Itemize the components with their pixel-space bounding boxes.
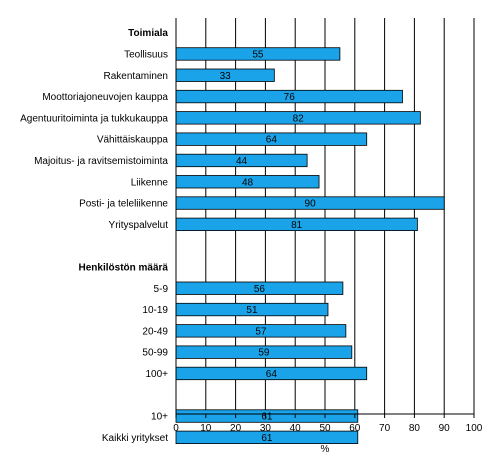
category-label: Vähittäiskauppa (97, 135, 169, 146)
category-label: Majoitus- ja ravitsemistoiminta (34, 156, 168, 167)
x-tick-label: 30 (260, 423, 272, 434)
category-label: Agentuuritoiminta ja tukkukauppa (20, 113, 168, 124)
x-tick-label: 50 (319, 423, 331, 434)
data-label: 51 (246, 305, 258, 316)
data-label: 48 (242, 177, 254, 188)
data-label: 61 (261, 433, 273, 444)
x-tick-label: 70 (379, 423, 391, 434)
x-tick-label: 100 (466, 423, 483, 434)
category-label: Moottoriajoneuvojen kauppa (42, 92, 168, 103)
category-label: 50-99 (142, 348, 168, 359)
category-label: 20-49 (142, 326, 168, 337)
category-label: 10+ (151, 412, 168, 423)
category-label: 5-9 (154, 284, 169, 295)
x-tick-label: 80 (409, 423, 421, 434)
category-label: Teollisuus (124, 49, 168, 60)
data-label: 59 (258, 348, 270, 359)
category-label: Liikenne (131, 177, 169, 188)
category-label: 10-19 (142, 305, 168, 316)
category-label: Yrityspalvelut (109, 220, 169, 231)
group-title-1: Henkilöstön määrä (79, 262, 169, 273)
x-tick-label: 20 (230, 423, 242, 434)
x-tick-label: 90 (439, 423, 451, 434)
data-label: 64 (266, 135, 278, 146)
data-label: 64 (266, 369, 278, 380)
data-label: 90 (305, 199, 317, 210)
x-tick-label: 0 (173, 423, 179, 434)
x-tick-label: 10 (200, 423, 212, 434)
category-label: 100+ (145, 369, 168, 380)
data-label: 55 (252, 49, 264, 60)
data-label: 56 (254, 284, 266, 295)
group-title-0: Toimiala (128, 28, 168, 39)
category-label: Posti- ja teleliikenne (79, 199, 168, 210)
data-label: 33 (220, 71, 232, 82)
category-label: Rakentaminen (104, 71, 168, 82)
x-tick-label: 40 (290, 423, 302, 434)
bar (175, 430, 359, 445)
category-label: Kaikki yritykset (102, 433, 168, 444)
x-tick-label: 60 (349, 423, 361, 434)
data-label: 44 (236, 156, 248, 167)
x-axis-label: % (321, 444, 330, 455)
data-label: 57 (255, 326, 267, 337)
data-label: 81 (291, 220, 303, 231)
data-label: 82 (293, 113, 305, 124)
data-label: 61 (261, 412, 273, 423)
data-label: 76 (284, 92, 296, 103)
